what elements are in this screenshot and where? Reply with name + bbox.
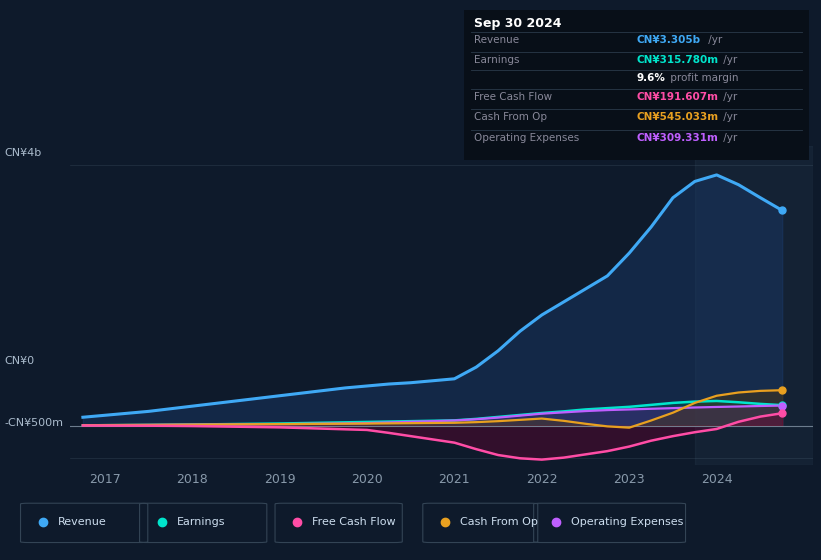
Text: CN¥545.033m: CN¥545.033m	[636, 112, 718, 122]
Text: 9.6%: 9.6%	[636, 73, 665, 83]
Text: Cash From Op: Cash From Op	[460, 517, 538, 527]
Text: CN¥3.305b: CN¥3.305b	[636, 35, 700, 45]
Text: Revenue: Revenue	[475, 35, 520, 45]
Text: /yr: /yr	[704, 35, 722, 45]
Bar	[695, 146, 813, 465]
Text: CN¥309.331m: CN¥309.331m	[636, 133, 718, 143]
Text: -CN¥500m: -CN¥500m	[4, 418, 63, 428]
Text: Cash From Op: Cash From Op	[475, 112, 548, 122]
Text: Earnings: Earnings	[475, 55, 520, 65]
Text: /yr: /yr	[720, 133, 737, 143]
Text: /yr: /yr	[720, 92, 737, 102]
Text: CN¥191.607m: CN¥191.607m	[636, 92, 718, 102]
Text: CN¥0: CN¥0	[4, 356, 34, 366]
Text: Operating Expenses: Operating Expenses	[571, 517, 683, 527]
Text: Free Cash Flow: Free Cash Flow	[475, 92, 553, 102]
Text: Earnings: Earnings	[177, 517, 225, 527]
Text: CN¥4b: CN¥4b	[4, 148, 41, 158]
Text: Sep 30 2024: Sep 30 2024	[475, 17, 562, 30]
Text: /yr: /yr	[720, 55, 737, 65]
Text: Operating Expenses: Operating Expenses	[475, 133, 580, 143]
Text: profit margin: profit margin	[667, 73, 738, 83]
Text: CN¥315.780m: CN¥315.780m	[636, 55, 718, 65]
Text: /yr: /yr	[720, 112, 737, 122]
Text: Revenue: Revenue	[57, 517, 106, 527]
Text: Free Cash Flow: Free Cash Flow	[312, 517, 396, 527]
